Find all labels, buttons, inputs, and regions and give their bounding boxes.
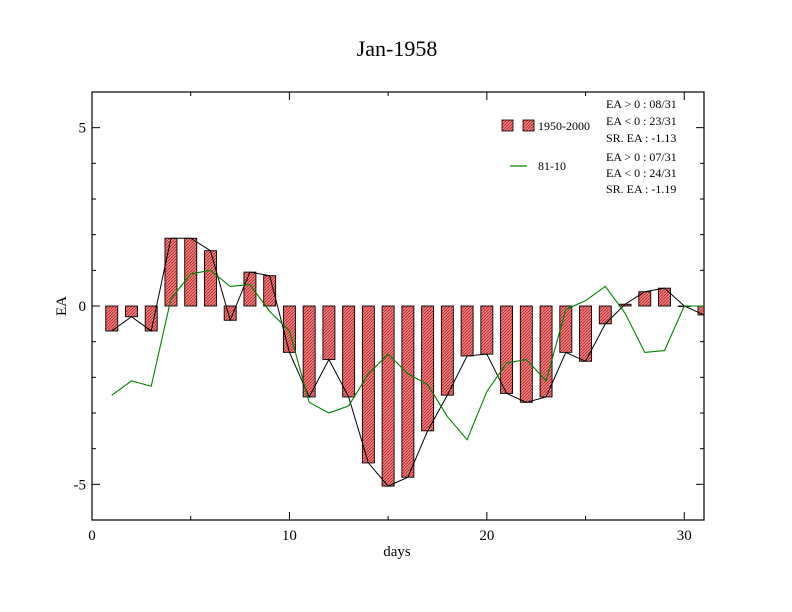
x-tick-label: 0 (88, 528, 96, 544)
bar (421, 305, 435, 432)
legend-label-series-2: 81-10 (538, 159, 566, 173)
bar (381, 305, 395, 487)
bar (125, 305, 138, 318)
bar-series-1950-2000 (105, 237, 705, 487)
series-line-1950-2000 (111, 237, 705, 487)
bar (164, 237, 178, 307)
x-tick-label: 10 (282, 528, 297, 544)
bar (105, 305, 119, 332)
stats-series-2-line-3: SR. EA : -1.19 (606, 182, 676, 196)
bar (480, 305, 494, 355)
stats-series-1-line-2: EA < 0 : 23/31 (606, 114, 677, 128)
bar (302, 305, 316, 398)
legend-swatch-bar (501, 119, 514, 132)
legend-label-series-1: 1950-2000 (538, 119, 590, 133)
bar (223, 305, 237, 321)
bar (519, 305, 533, 403)
bar (440, 305, 454, 396)
bar (243, 271, 257, 307)
stats-series-1-line-3: SR. EA : -1.13 (606, 131, 676, 145)
x-axis-label: days (383, 544, 411, 560)
bar (500, 305, 514, 394)
bar (559, 305, 573, 353)
y-axis: -5 0 5 (74, 91, 704, 521)
bar (342, 305, 356, 398)
x-tick-label: 30 (677, 528, 692, 544)
series-line-81-10 (111, 269, 704, 441)
stats-series-2-line-1: EA > 0 : 07/31 (606, 150, 677, 164)
bar (401, 305, 415, 478)
y-axis-label: EA (54, 296, 70, 316)
bar (322, 305, 336, 360)
y-tick-label: 0 (79, 299, 87, 315)
line-series (111, 237, 705, 487)
legend-swatch-bar (522, 119, 535, 132)
bar (460, 305, 474, 357)
x-tick-label: 20 (479, 528, 494, 544)
chart-title: Jan-1958 (357, 36, 438, 61)
bar (184, 237, 198, 307)
y-tick-label: 5 (79, 121, 87, 137)
bar (658, 287, 671, 307)
bar (539, 305, 553, 398)
bar (204, 250, 217, 307)
stats-series-1-line-1: EA > 0 : 08/31 (606, 97, 677, 111)
bar (598, 305, 612, 325)
legend: 1950-2000 81-10 EA > 0 : 08/31 EA < 0 : … (501, 97, 677, 196)
x-axis: 0 10 20 30 (88, 92, 692, 544)
bar (361, 305, 375, 464)
stats-series-2-line-2: EA < 0 : 24/31 (606, 166, 677, 180)
y-tick-label: -5 (74, 477, 87, 493)
